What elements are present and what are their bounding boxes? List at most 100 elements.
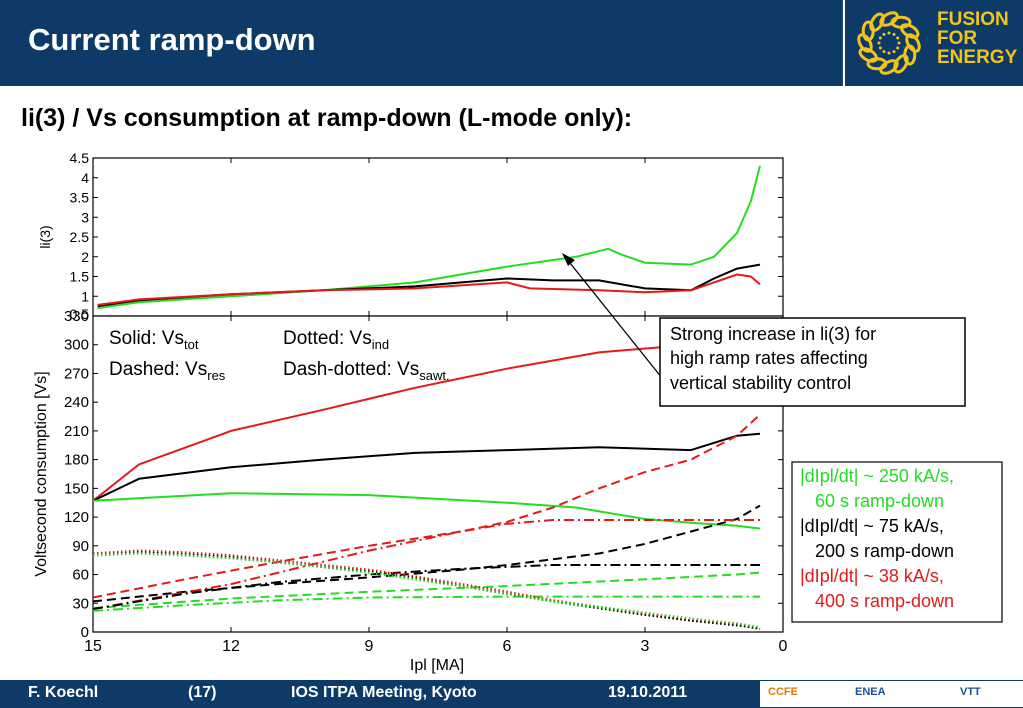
- annotation-line-2: high ramp rates affecting: [670, 348, 868, 368]
- vtt-logo: VTT: [960, 686, 981, 698]
- logo-text: FUSION FOR ENERGY: [937, 10, 1017, 67]
- logo-petal: [869, 12, 885, 32]
- legend-dashdot-sub: sawt.: [419, 368, 449, 383]
- li3-y-tick-label: 4.5: [70, 150, 90, 166]
- title-bar: Current ramp-down: [0, 0, 843, 86]
- rate-black-line-1: |dIpl/dt| ~ 75 kA/s,: [800, 516, 944, 536]
- vs-series-black-solid: [92, 432, 761, 502]
- annotation-line-3: vertical stability control: [670, 373, 851, 393]
- legend-dotted: Dotted: Vs: [283, 328, 372, 349]
- li3-y-tick-label: 3: [81, 209, 89, 225]
- enea-logo: ENEA: [855, 686, 886, 698]
- li3-plot-area: [92, 157, 784, 317]
- vs-series-red-dashdot: [92, 519, 760, 610]
- vs-y-tick-label: 270: [64, 365, 89, 382]
- vs-y-tick-label: 90: [72, 538, 89, 555]
- annotation-line-1: Strong increase in li(3) for: [670, 324, 876, 344]
- x-tick-label: 0: [779, 638, 788, 655]
- footer-page: (17): [188, 684, 217, 701]
- legend-dashdot: Dash-dotted: Vs: [283, 359, 419, 380]
- legend-dashed: Dashed: Vs: [109, 359, 207, 380]
- vs-series-green-solid: [92, 492, 761, 530]
- logo-star: [877, 41, 881, 45]
- logo-petal: [900, 23, 920, 39]
- vs-y-tick-label: 300: [64, 337, 89, 354]
- vs-y-tick-label: 210: [64, 423, 89, 440]
- rate-legend-box: [791, 461, 1003, 623]
- logo-star: [887, 51, 891, 55]
- annotation-arrow: [565, 257, 663, 379]
- logo-star: [897, 41, 901, 45]
- rate-green-line-1: |dIpl/dt| ~ 250 kA/s,: [800, 466, 954, 486]
- annotation-box: [659, 317, 966, 407]
- x-tick-label: 15: [84, 638, 102, 655]
- logo-star: [882, 32, 886, 36]
- vs-y-tick-label: 180: [64, 452, 89, 469]
- fusion-for-energy-logo: FUSION FOR ENERGY: [845, 0, 1023, 86]
- slide-header: Current ramp-down FUSION FOR ENERGY: [0, 0, 1023, 86]
- legend-solid-sub: tot: [184, 337, 199, 352]
- li3-y-tick-label: 1.5: [70, 269, 90, 285]
- legend-dashed-sub: res: [207, 368, 226, 383]
- logo-star: [896, 46, 900, 50]
- rate-black-line-2: 200 s ramp-down: [815, 541, 954, 561]
- vs-series-red-solid: [92, 343, 692, 502]
- logo-star: [878, 36, 882, 40]
- rate-red-line-1: |dIpl/dt| ~ 38 kA/s,: [800, 566, 944, 586]
- legend-dotted-sub: ind: [372, 337, 389, 352]
- logo-star: [892, 50, 896, 54]
- svg-text:Dotted: Vsind: Dotted: Vsind: [283, 328, 389, 352]
- vs-series-green-dashed: [92, 571, 761, 610]
- logo-star: [882, 50, 886, 54]
- star-ring-icon: [857, 11, 921, 75]
- vs-y-tick-label: 30: [72, 595, 89, 612]
- rate-green-line-2: 60 s ramp-down: [815, 491, 944, 511]
- slide-title: Current ramp-down: [28, 22, 316, 57]
- li3-y-tick-label: 0.5: [70, 306, 90, 322]
- x-tick-label: 6: [503, 638, 512, 655]
- vs-y-tick-label: 330: [64, 308, 89, 325]
- x-axis-label: Ipl [MA]: [410, 657, 464, 674]
- logo-line-3: ENERGY: [937, 47, 1018, 68]
- arrow-head-icon: [562, 253, 575, 266]
- li3-y-tick-label: 1: [81, 288, 89, 304]
- partner-logos: CCFE ENEA VTT: [760, 681, 1023, 707]
- vs-series-red-dashed: [92, 413, 761, 599]
- li3-y-axis-label: li(3): [37, 225, 53, 248]
- vs-y-tick-label: 240: [64, 394, 89, 411]
- chart: 11.522.533.544.50.5 03060901201501802102…: [33, 150, 1003, 674]
- li3-y-tick-label: 2.5: [70, 229, 90, 245]
- footer-meeting: IOS ITPA Meeting, Kyoto: [291, 684, 477, 701]
- li3-series-green-solid: [97, 165, 761, 310]
- svg-text:Dash-dotted: Vssawt.: Dash-dotted: Vssawt.: [283, 359, 450, 383]
- svg-text:Dashed: Vsres: Dashed: Vsres: [109, 359, 226, 383]
- logo-line-2: FOR: [937, 28, 978, 49]
- rate-red-line-2: 400 s ramp-down: [815, 591, 954, 611]
- x-tick-label: 9: [365, 638, 374, 655]
- x-tick-label: 12: [222, 638, 240, 655]
- logo-star: [892, 32, 896, 36]
- ccfe-logo: CCFE: [768, 686, 798, 698]
- vs-y-tick-label: 120: [64, 509, 89, 526]
- vs-y-axis-label: Voltsecond consumption [Vs]: [33, 371, 50, 576]
- line-style-legend: Solid: Vstot Dotted: Vsind Dashed: Vsres…: [109, 328, 450, 383]
- footer-author: F. Koechl: [28, 684, 99, 701]
- x-tick-label: 3: [641, 638, 650, 655]
- vs-series-black-dashdot: [92, 564, 760, 610]
- svg-text:Solid: Vstot: Solid: Vstot: [109, 328, 199, 352]
- slide-subtitle: li(3) / Vs consumption at ramp-down (L-m…: [21, 104, 633, 132]
- li3-series-red-solid: [97, 273, 761, 306]
- logo-star: [896, 36, 900, 40]
- vs-y-tick-label: 0: [81, 624, 89, 641]
- logo-line-1: FUSION: [937, 9, 1009, 30]
- vs-y-tick-label: 60: [72, 567, 89, 584]
- logo-star: [887, 31, 891, 35]
- vs-y-tick-label: 150: [64, 480, 89, 497]
- logo-star: [878, 46, 882, 50]
- li3-y-tick-label: 3.5: [70, 190, 90, 206]
- legend-solid: Solid: Vs: [109, 328, 184, 349]
- footer-date: 19.10.2011: [608, 684, 688, 701]
- li3-y-tick-label: 4: [81, 170, 89, 186]
- li3-y-tick-label: 2: [81, 249, 89, 265]
- logo-petal: [858, 47, 878, 63]
